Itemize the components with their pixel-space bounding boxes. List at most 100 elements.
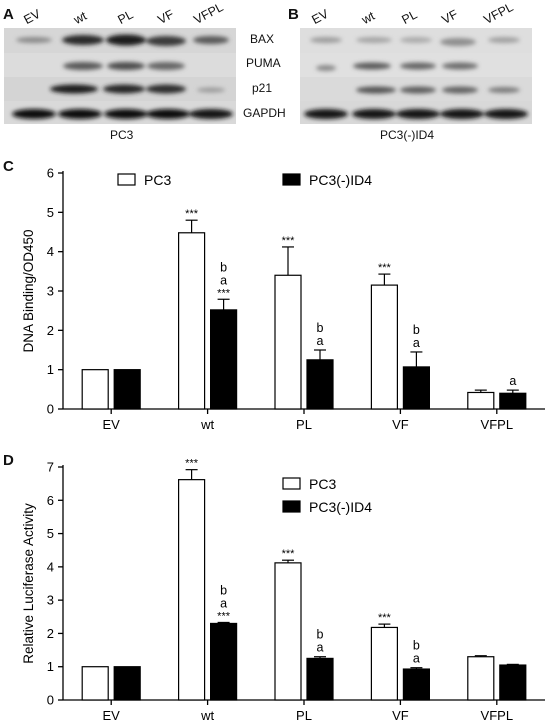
blot-b-lane-vf: VF [439, 7, 461, 27]
chart-c-annotation-1-1: a [220, 273, 227, 287]
blot-a-lane-ev: EV [21, 6, 43, 27]
chart-d-x-tick-label-1: wt [200, 708, 214, 720]
chart-d-y-tick-label-5: 5 [47, 526, 54, 541]
chart-d-annotation-4-0: *** [378, 612, 392, 624]
chart-c-y-tick-label-0: 0 [47, 402, 54, 417]
chart-c-x-tick-label-0: EV [103, 417, 121, 432]
blot-b-cell-line: PC3(-)ID4 [380, 128, 435, 142]
chart-d-y-tick-label-3: 3 [47, 593, 54, 608]
chart-c-annotation-2-0: *** [282, 235, 296, 247]
western-blot-b [300, 28, 532, 124]
chart-d-y-tick-label-7: 7 [47, 460, 54, 475]
blot-b-lane-pl: PL [399, 7, 420, 27]
chart-d-annotation-3-0: b [317, 628, 324, 642]
chart-d-y-axis-label: Relative Luciferase Activity [21, 503, 36, 664]
chart-c-legend-swatch-0 [117, 173, 136, 186]
chart-d-bar-1-3 [402, 668, 430, 701]
chart-c-bar-1-0 [113, 369, 141, 410]
chart-d-bar-0-1 [178, 479, 206, 701]
chart-c-y-tick-label-3: 3 [47, 284, 54, 299]
chart-c-bar-0-1 [178, 232, 206, 410]
western-blot-a [4, 28, 236, 124]
chart-d-bar-1-2 [306, 657, 334, 701]
chart-d-y-tick-label-4: 4 [47, 559, 54, 574]
chart-c-x-tick-label-4: VFPL [481, 417, 514, 432]
chart-d-annotation-3-1: a [317, 641, 324, 655]
chart-c-y-tick-label-4: 4 [47, 244, 54, 259]
chart-d-annotation-5-0: b [413, 639, 420, 653]
chart-d-legend-label-1: PC3(-)ID4 [309, 499, 372, 515]
chart-d-annotation-1-1: a [220, 596, 227, 610]
chart-d-bar-0-4 [467, 656, 495, 701]
chart-c-annotation-0-0: *** [185, 208, 199, 220]
chart-c-x-tick-label-3: VF [392, 417, 409, 432]
chart-c-bar-1-1 [210, 309, 238, 410]
chart-c-annotation-5-0: b [413, 323, 420, 337]
chart-c-dna-binding: 0 1 2 3 4 5 6 DNA Binding/OD450 EV wt PL VF VFPL *** *… [21, 166, 545, 432]
panel-letter-d: D [3, 452, 14, 469]
chart-d-x-tick-label-3: VF [392, 708, 409, 720]
panel-letter-a: A [3, 6, 14, 23]
chart-d-bar-1-0 [113, 666, 141, 701]
protein-label-puma: PUMA [246, 56, 281, 70]
chart-d-annotation-1-0: b [220, 583, 227, 597]
panel-letter-c: C [3, 158, 14, 175]
chart-c-annotation-5-1: a [413, 336, 420, 350]
chart-d-annotation-0-0: *** [185, 458, 199, 470]
blot-a-cell-line: PC3 [110, 128, 134, 142]
chart-d-luciferase: 0 1 2 3 4 5 6 7 Relative Luciferase Activity EV wt… [21, 458, 545, 720]
blot-a-lane-vf: VF [155, 7, 177, 27]
chart-c-bar-1-4 [499, 392, 527, 410]
panel-letter-b: B [288, 6, 299, 23]
chart-d-bar-0-3 [370, 626, 398, 701]
chart-c-legend-label-1: PC3(-)ID4 [309, 172, 372, 188]
chart-c-annotation-1-2: *** [217, 287, 231, 299]
blot-b-lane-ev: EV [309, 6, 331, 27]
chart-c-annotation-4-0: *** [378, 262, 392, 274]
chart-d-annotation-2-0: *** [282, 548, 296, 560]
chart-c-bar-1-3 [402, 366, 430, 410]
chart-d-legend-swatch-0 [282, 477, 301, 490]
chart-d-y-tick-label-2: 2 [47, 626, 54, 641]
chart-d-annotation-5-1: a [413, 652, 420, 666]
chart-d-x-tick-label-2: PL [296, 708, 312, 720]
chart-c-legend-swatch-1 [282, 173, 301, 186]
chart-c-y-tick-label-2: 2 [47, 323, 54, 338]
chart-d-y-tick-label-6: 6 [47, 493, 54, 508]
chart-d-y-tick-label-0: 0 [47, 693, 54, 708]
chart-c-x-tick-label-1: wt [200, 417, 214, 432]
protein-label-gapdh: GAPDH [243, 106, 286, 120]
blot-b-lane-wt: wt [359, 8, 378, 27]
chart-c-y-axis-label: DNA Binding/OD450 [21, 229, 36, 352]
protein-label-bax: BAX [250, 32, 275, 46]
chart-c-bar-0-4 [467, 391, 495, 410]
chart-c-annotation-3-1: a [317, 334, 324, 348]
chart-d-bar-1-4 [499, 664, 527, 701]
chart-d-bar-1-1 [210, 622, 238, 701]
chart-c-annotation-6-0: a [509, 374, 516, 388]
chart-c-bar-1-2 [306, 359, 334, 410]
chart-c-legend-label-0: PC3 [144, 172, 171, 188]
chart-d-legend-swatch-1 [282, 500, 301, 513]
chart-c-x-tick-label-2: PL [296, 417, 312, 432]
chart-d-y-tick-label-1: 1 [47, 659, 54, 674]
chart-c-y-tick-label-5: 5 [47, 205, 54, 220]
blot-b-lane-vfpl: VFPL [481, 0, 516, 28]
chart-d-x-tick-label-4: VFPL [481, 708, 514, 720]
chart-d-legend-label-0: PC3 [309, 476, 336, 492]
chart-c-bar-0-2 [274, 274, 302, 410]
chart-c-annotation-3-0: b [317, 321, 324, 335]
chart-d-x-tick-label-0: EV [103, 708, 121, 720]
chart-c-annotation-1-0: b [220, 260, 227, 274]
chart-c-y-tick-label-1: 1 [47, 362, 54, 377]
blot-a-lane-vfpl: VFPL [191, 0, 226, 28]
chart-d-annotation-1-2: *** [217, 610, 231, 622]
protein-label-p21: p21 [252, 81, 273, 95]
chart-d-bar-0-0 [81, 666, 109, 701]
chart-c-y-tick-label-6: 6 [47, 166, 54, 181]
chart-d-bar-0-2 [274, 562, 302, 701]
blot-a-lane-wt: wt [71, 8, 90, 27]
blot-a-lane-pl: PL [115, 7, 136, 27]
chart-c-bar-0-0 [81, 369, 109, 410]
chart-c-bar-0-3 [370, 284, 398, 410]
